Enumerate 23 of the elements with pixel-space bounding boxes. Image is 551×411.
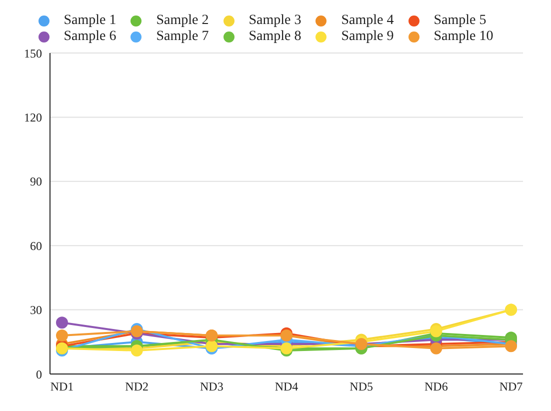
x-tick-label: ND6 [424,380,448,394]
legend-label: Sample 4 [340,13,394,29]
x-tick-label: ND3 [200,380,224,394]
y-tick-label: 30 [30,303,42,318]
x-tick-label: ND7 [499,380,523,394]
y-tick-label: 0 [36,367,42,382]
legend-label: Sample 6 [62,29,116,45]
y-tick-label: 60 [30,238,42,253]
legend-label: Sample 5 [432,13,488,29]
legend-label: Sample 7 [155,29,209,45]
legend-label: Sample 2 [155,13,209,29]
x-tick-label: ND5 [350,380,374,394]
legend-label: Sample 10 [432,29,494,45]
legend-label: Sample 1 [62,13,116,29]
x-tick-label: ND4 [274,380,298,394]
x-tick-label: ND1 [50,380,74,394]
y-tick-label: 150 [24,46,42,60]
legend-label: Sample 3 [248,13,302,29]
x-tick-label: ND2 [125,380,149,394]
legend-label: Sample 9 [340,29,394,45]
legend-label: Sample 8 [248,29,302,45]
y-tick-label: 120 [24,110,42,124]
y-tick-label: 90 [30,174,42,189]
